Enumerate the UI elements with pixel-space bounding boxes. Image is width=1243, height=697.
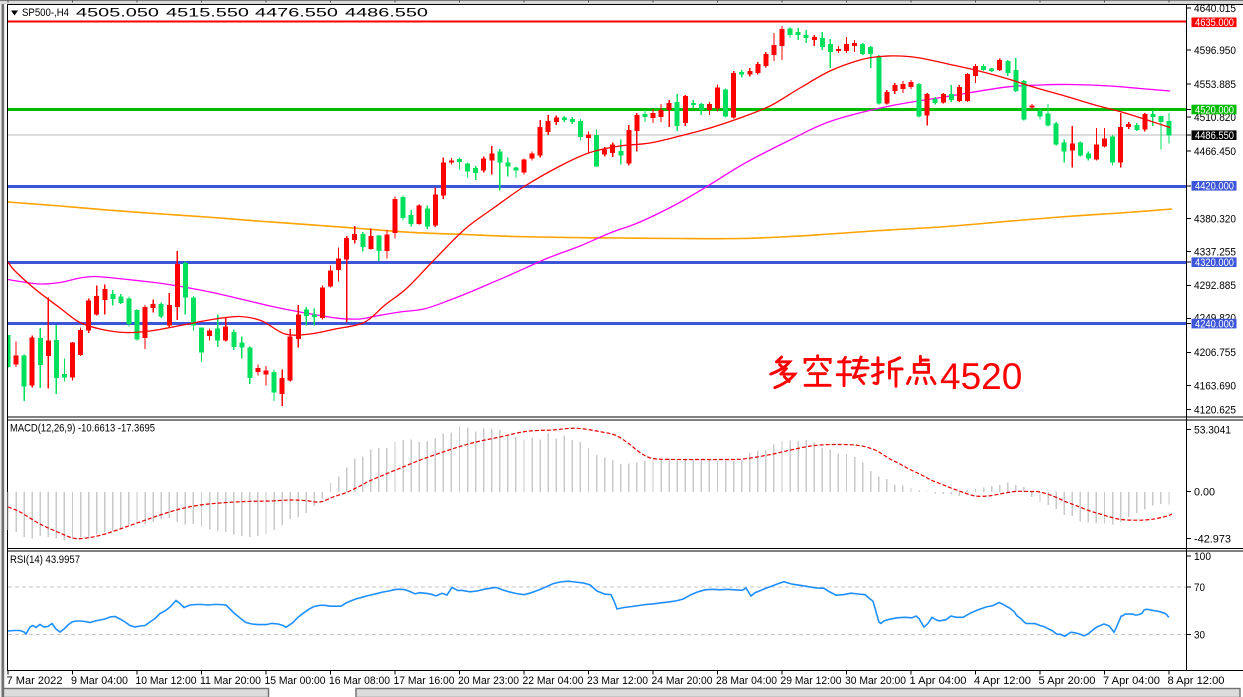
svg-text:53.3041: 53.3041: [1194, 424, 1231, 436]
svg-text:0.00: 0.00: [1194, 486, 1215, 498]
svg-text:7 Apr 04:00: 7 Apr 04:00: [1103, 675, 1160, 687]
svg-text:5 Apr 20:00: 5 Apr 20:00: [1039, 675, 1096, 687]
svg-text:4337.255: 4337.255: [1194, 247, 1236, 259]
svg-text:4206.755: 4206.755: [1194, 347, 1236, 359]
svg-text:4420.000: 4420.000: [1195, 181, 1234, 193]
svg-text:SP500-,H4: SP500-,H4: [22, 7, 69, 19]
svg-text:4596.950: 4596.950: [1194, 45, 1236, 57]
svg-text:1 Apr 04:00: 1 Apr 04:00: [910, 675, 967, 687]
svg-text:4553.885: 4553.885: [1194, 79, 1236, 91]
svg-text:70: 70: [1194, 582, 1205, 594]
svg-text:4 Apr 12:00: 4 Apr 12:00: [974, 675, 1031, 687]
svg-text:23 Mar 12:00: 23 Mar 12:00: [587, 675, 648, 687]
svg-text:30: 30: [1194, 629, 1205, 641]
svg-text:11 Mar 20:00: 11 Mar 20:00: [200, 675, 261, 687]
svg-text:4380.320: 4380.320: [1194, 213, 1236, 225]
svg-text:8 Apr 12:00: 8 Apr 12:00: [1168, 675, 1225, 687]
svg-text:4466.450: 4466.450: [1194, 146, 1236, 158]
svg-text:16 Mar 08:00: 16 Mar 08:00: [329, 675, 390, 687]
svg-text:22 Mar 04:00: 22 Mar 04:00: [523, 675, 584, 687]
svg-text:4520: 4520: [940, 356, 1022, 397]
svg-text:RSI(14) 43.9957: RSI(14) 43.9957: [10, 554, 80, 566]
svg-text:17 Mar 16:00: 17 Mar 16:00: [394, 675, 455, 687]
svg-text:4486.550: 4486.550: [1195, 130, 1234, 142]
svg-text:4505.050: 4505.050: [76, 6, 160, 20]
svg-text:24 Mar 20:00: 24 Mar 20:00: [652, 675, 713, 687]
svg-text:4515.550: 4515.550: [166, 6, 250, 20]
svg-text:4163.690: 4163.690: [1194, 380, 1236, 392]
svg-text:4520.000: 4520.000: [1195, 104, 1234, 116]
svg-text:4476.550: 4476.550: [255, 6, 339, 20]
svg-text:4292.885: 4292.885: [1194, 280, 1236, 292]
svg-text:4320.000: 4320.000: [1195, 257, 1234, 269]
svg-text:4120.625: 4120.625: [1194, 404, 1236, 416]
svg-text:30 Mar 20:00: 30 Mar 20:00: [845, 675, 906, 687]
svg-text:4240.000: 4240.000: [1195, 319, 1234, 331]
svg-text:20 Mar 23:00: 20 Mar 23:00: [458, 675, 519, 687]
svg-text:29 Mar 12:00: 29 Mar 12:00: [781, 675, 842, 687]
svg-text:4510.820: 4510.820: [1194, 112, 1236, 124]
svg-text:9 Mar 04:00: 9 Mar 04:00: [71, 675, 128, 687]
svg-text:100: 100: [1194, 551, 1211, 563]
svg-text:4635.000: 4635.000: [1195, 17, 1234, 29]
svg-text:28 Mar 04:00: 28 Mar 04:00: [716, 675, 777, 687]
svg-text:15 Mar 00:00: 15 Mar 00:00: [265, 675, 326, 687]
svg-text:MACD(12,26,9) -10.6613 -17.369: MACD(12,26,9) -10.6613 -17.3695: [10, 423, 155, 435]
svg-text:10 Mar 12:00: 10 Mar 12:00: [136, 675, 197, 687]
svg-text:4486.550: 4486.550: [345, 6, 429, 20]
svg-text:4640.015: 4640.015: [1194, 3, 1236, 15]
svg-text:7 Mar 2022: 7 Mar 2022: [7, 675, 63, 687]
svg-text:-42.973: -42.973: [1194, 533, 1231, 545]
